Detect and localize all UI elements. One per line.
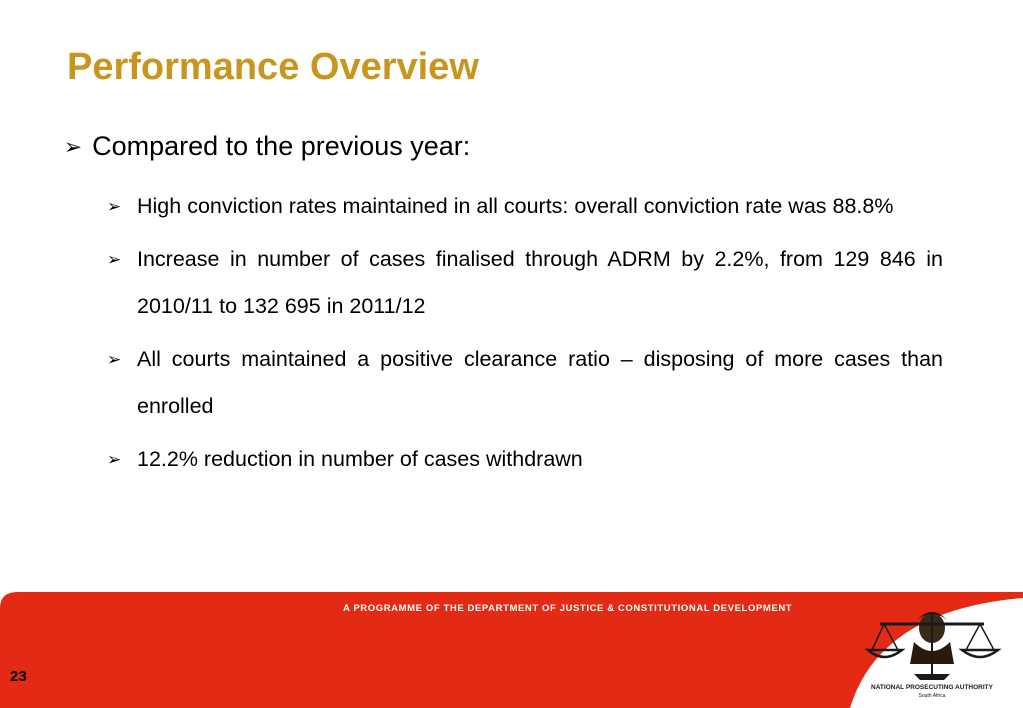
sub-bullet-list: ➢ High conviction rates maintained in al…	[107, 183, 943, 489]
sub-bullet-text: All courts maintained a positive clearan…	[137, 347, 943, 418]
sub-bullet-text: High conviction rates maintained in all …	[137, 194, 894, 218]
scales-of-justice-icon	[864, 612, 1002, 680]
sub-bullet-item: ➢ High conviction rates maintained in al…	[107, 183, 943, 230]
arrow-bullet-icon: ➢	[64, 134, 83, 159]
page-number: 23	[10, 668, 27, 685]
main-bullet-text: Compared to the previous year:	[92, 131, 471, 161]
npa-logo: NATIONAL PROSECUTING AUTHORITY South Afr…	[862, 602, 1002, 702]
sub-bullet-text: Increase in number of cases finalised th…	[137, 247, 943, 318]
programme-text: A PROGRAMME OF THE DEPARTMENT OF JUSTICE…	[343, 603, 793, 614]
sub-bullet-item: ➢ 12.2% reduction in number of cases wit…	[107, 436, 943, 483]
logo-subtitle: South Africa	[918, 693, 946, 699]
sub-bullet-item: ➢ All courts maintained a positive clear…	[107, 336, 943, 430]
arrow-bullet-icon: ➢	[107, 450, 122, 469]
main-bullet: ➢ Compared to the previous year:	[64, 128, 964, 165]
slide-title: Performance Overview	[67, 46, 479, 88]
sub-bullet-item: ➢ Increase in number of cases finalised …	[107, 236, 943, 330]
logo-name: NATIONAL PROSECUTING AUTHORITY	[871, 684, 993, 691]
arrow-bullet-icon: ➢	[107, 350, 122, 369]
footer-band: A PROGRAMME OF THE DEPARTMENT OF JUSTICE…	[0, 590, 1023, 708]
arrow-bullet-icon: ➢	[107, 197, 122, 216]
sub-bullet-text: 12.2% reduction in number of cases withd…	[137, 447, 583, 471]
arrow-bullet-icon: ➢	[107, 250, 122, 269]
